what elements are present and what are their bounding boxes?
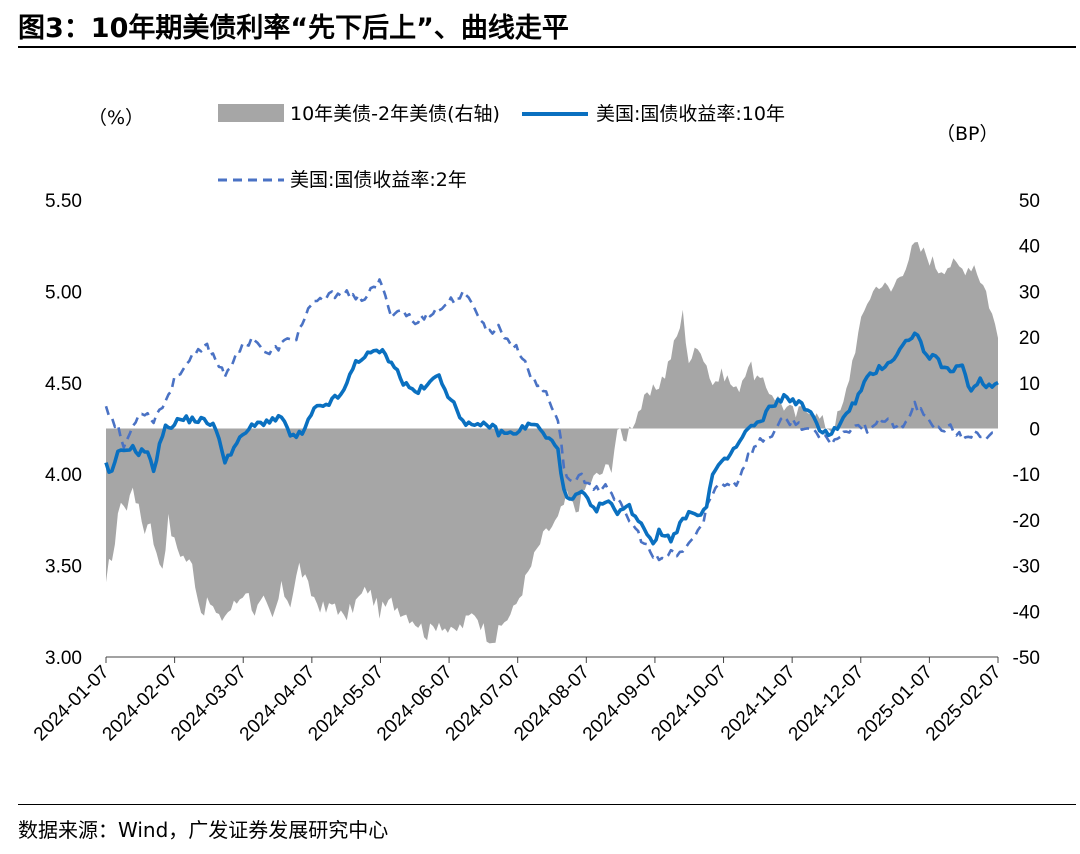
- legend-spread-label: 10年美债-2年美债(右轴): [290, 103, 500, 125]
- legend-2y-label: 美国:国债收益率:2年: [290, 169, 467, 191]
- left-tick-label: 5.00: [45, 282, 82, 303]
- left-tick-label: 4.50: [45, 374, 82, 395]
- right-tick-label: -30: [1013, 557, 1040, 578]
- right-tick-label: 40: [1019, 237, 1040, 258]
- right-tick-label: -10: [1013, 465, 1040, 486]
- right-tick-label: -20: [1013, 511, 1040, 532]
- left-tick-label: 3.50: [45, 557, 82, 578]
- figure-title: 图3：10年期美债利率“先下后上”、曲线走平: [18, 13, 569, 44]
- left-tick-label: 4.00: [45, 465, 82, 486]
- left-tick-label: 5.50: [45, 191, 82, 212]
- right-tick-label: 10: [1019, 374, 1040, 395]
- right-tick-label: 20: [1019, 328, 1040, 349]
- yield-lines-layer: [104, 278, 999, 562]
- right-tick-label: -40: [1013, 602, 1040, 623]
- right-tick-label: 0: [1029, 420, 1040, 441]
- yield-2y-line: [104, 278, 999, 562]
- axes: 5.50 5.00 4.50 4.00 3.50 3.00 50 40 30 20 10 0 -10 -2…: [30, 107, 1040, 745]
- left-axis-unit: （%）: [88, 107, 144, 129]
- right-axis-unit: （BP）: [936, 123, 999, 145]
- right-tick-label: 30: [1019, 282, 1040, 303]
- right-tick-label: -50: [1013, 648, 1040, 669]
- right-tick-label: 50: [1019, 191, 1040, 212]
- title-rule: [18, 46, 1076, 48]
- left-tick-label: 3.00: [45, 648, 82, 669]
- legend-10y-label: 美国:国债收益率:10年: [596, 103, 785, 125]
- yield-10y-line: [104, 331, 999, 546]
- legend-spread-swatch: [218, 104, 284, 122]
- source-note: 数据来源：Wind，广发证券发展研究中心: [18, 818, 389, 842]
- source-rule: [18, 804, 1076, 805]
